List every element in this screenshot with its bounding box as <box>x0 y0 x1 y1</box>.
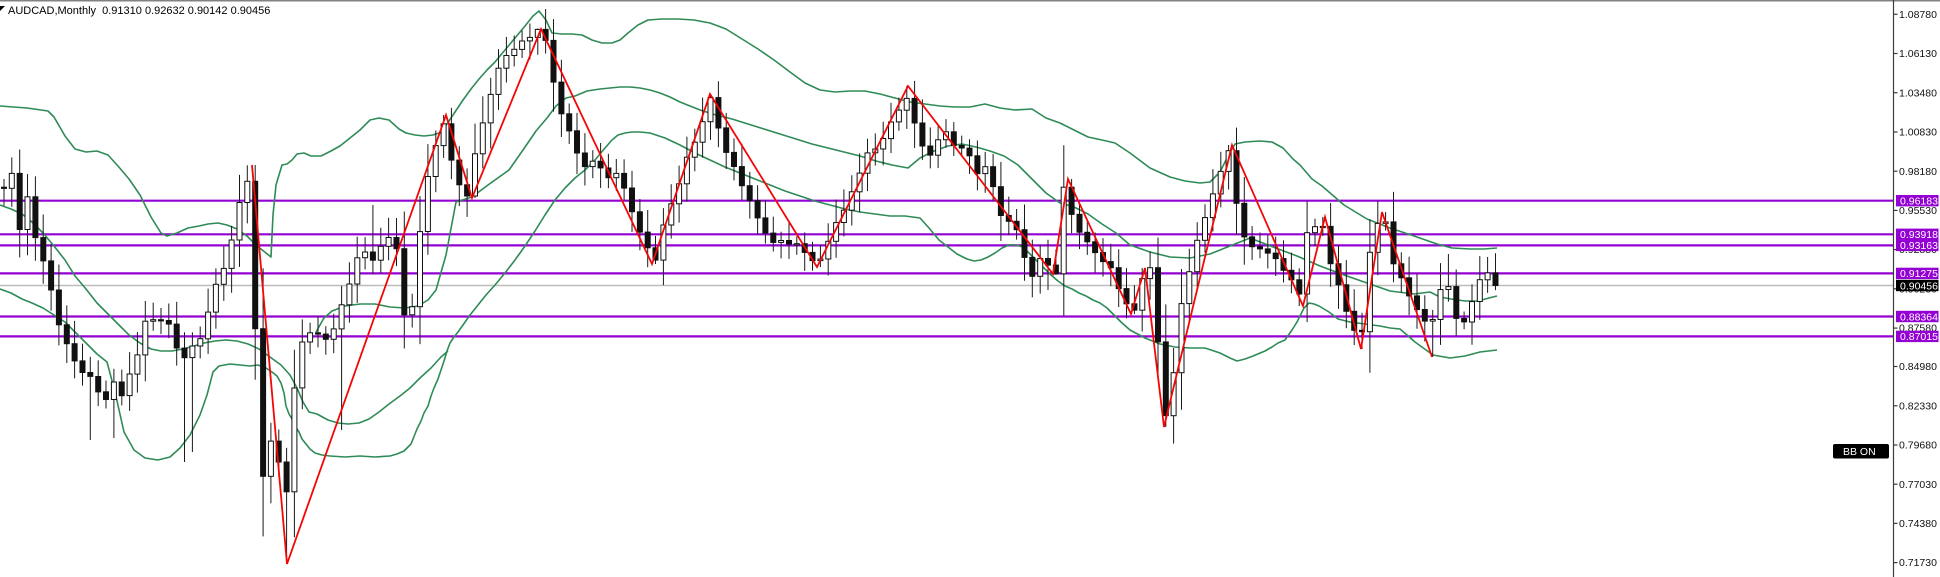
svg-text:0.74380: 0.74380 <box>1899 518 1937 530</box>
svg-text:0.91275: 0.91275 <box>1900 268 1938 280</box>
svg-text:0.96183: 0.96183 <box>1900 196 1938 208</box>
svg-text:0.71730: 0.71730 <box>1899 557 1937 569</box>
svg-text:0.90456: 0.90456 <box>1900 280 1938 292</box>
svg-text:0.84980: 0.84980 <box>1899 361 1937 373</box>
svg-text:1.08780: 1.08780 <box>1899 9 1937 21</box>
svg-text:0.93918: 0.93918 <box>1900 229 1938 241</box>
svg-text:1.06130: 1.06130 <box>1899 48 1937 60</box>
svg-text:0.79680: 0.79680 <box>1899 440 1937 452</box>
svg-text:1.00830: 1.00830 <box>1899 127 1937 139</box>
svg-text:0.93163: 0.93163 <box>1900 240 1938 252</box>
svg-text:0.87015: 0.87015 <box>1900 331 1938 343</box>
svg-text:0.82330: 0.82330 <box>1899 400 1937 412</box>
svg-text:0.77030: 0.77030 <box>1899 479 1937 491</box>
svg-text:0.88364: 0.88364 <box>1900 311 1938 323</box>
svg-text:0.98180: 0.98180 <box>1899 166 1937 178</box>
svg-text:1.03480: 1.03480 <box>1899 87 1937 99</box>
svg-text:BB ON: BB ON <box>1843 446 1876 458</box>
svg-text:0.95530: 0.95530 <box>1899 205 1937 217</box>
